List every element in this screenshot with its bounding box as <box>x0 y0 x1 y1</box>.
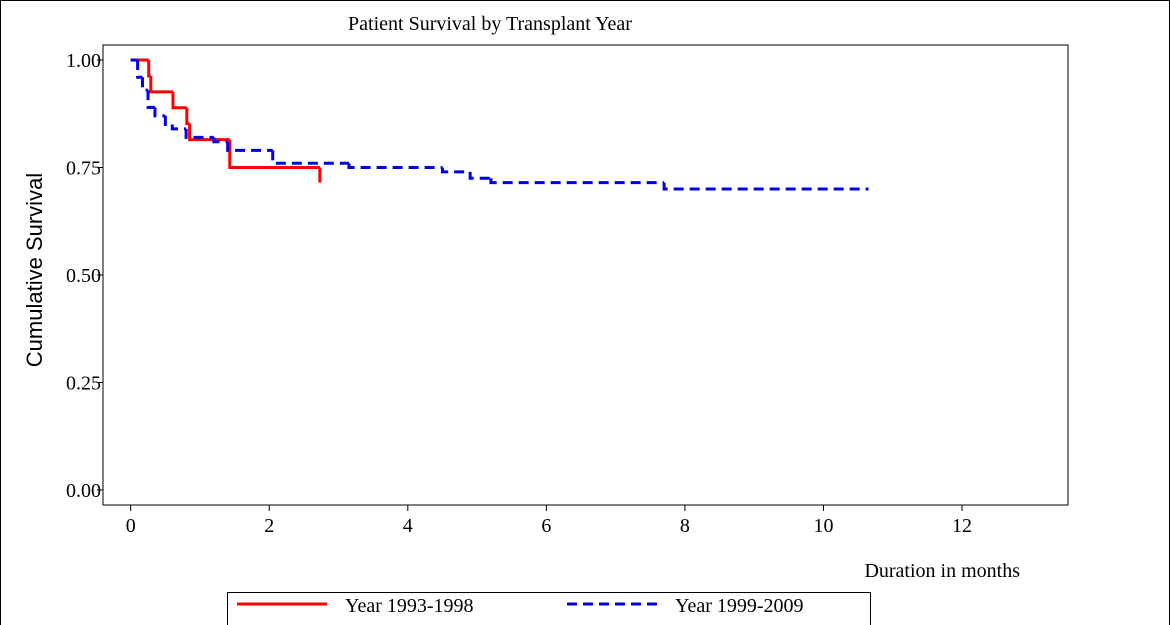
x-tick-label: 12 <box>952 515 972 537</box>
x-tick-label: 10 <box>813 515 833 537</box>
survival-step <box>171 91 187 110</box>
survival-step <box>147 60 151 78</box>
survival-step <box>228 139 320 170</box>
survival-step <box>347 163 443 170</box>
plot-area <box>102 44 1069 506</box>
survival-step <box>163 115 173 127</box>
survival-step <box>185 107 190 126</box>
x-tick-label: 8 <box>680 515 690 537</box>
survival-step <box>662 182 869 191</box>
survival-step <box>271 150 349 165</box>
survival-step <box>140 77 149 92</box>
y-axis-label: Cumulative Survival <box>22 173 47 367</box>
y-tick-label: 0.75 <box>66 158 101 180</box>
survival-step <box>170 124 187 131</box>
survival-step <box>153 107 166 118</box>
x-tick-label: 4 <box>403 515 413 537</box>
survival-step <box>149 75 173 94</box>
survival-step <box>136 60 143 79</box>
y-tick-label: 0.25 <box>66 372 101 394</box>
survival-step <box>468 171 491 180</box>
survival-step <box>146 90 155 109</box>
x-tick-label: 2 <box>264 515 274 537</box>
x-axis-label: Duration in months <box>864 560 1020 582</box>
survival-step <box>489 178 665 185</box>
survival-step <box>188 123 230 142</box>
y-tick-label: 1.00 <box>66 50 101 72</box>
survival-step <box>184 128 214 139</box>
legend-box <box>227 592 871 625</box>
y-tick-label: 0.50 <box>66 265 101 287</box>
x-tick-label: 0 <box>126 515 136 537</box>
survival-step <box>226 141 273 152</box>
y-tick-label: 0.00 <box>66 480 101 502</box>
x-tick-label: 6 <box>541 515 551 537</box>
survival-step <box>212 137 228 144</box>
legend-label: Year 1993-1998 <box>345 595 474 617</box>
legend-label: Year 1999-2009 <box>675 595 804 617</box>
survival-step <box>440 167 471 174</box>
chart-title: Patient Survival by Transplant Year <box>348 13 632 35</box>
